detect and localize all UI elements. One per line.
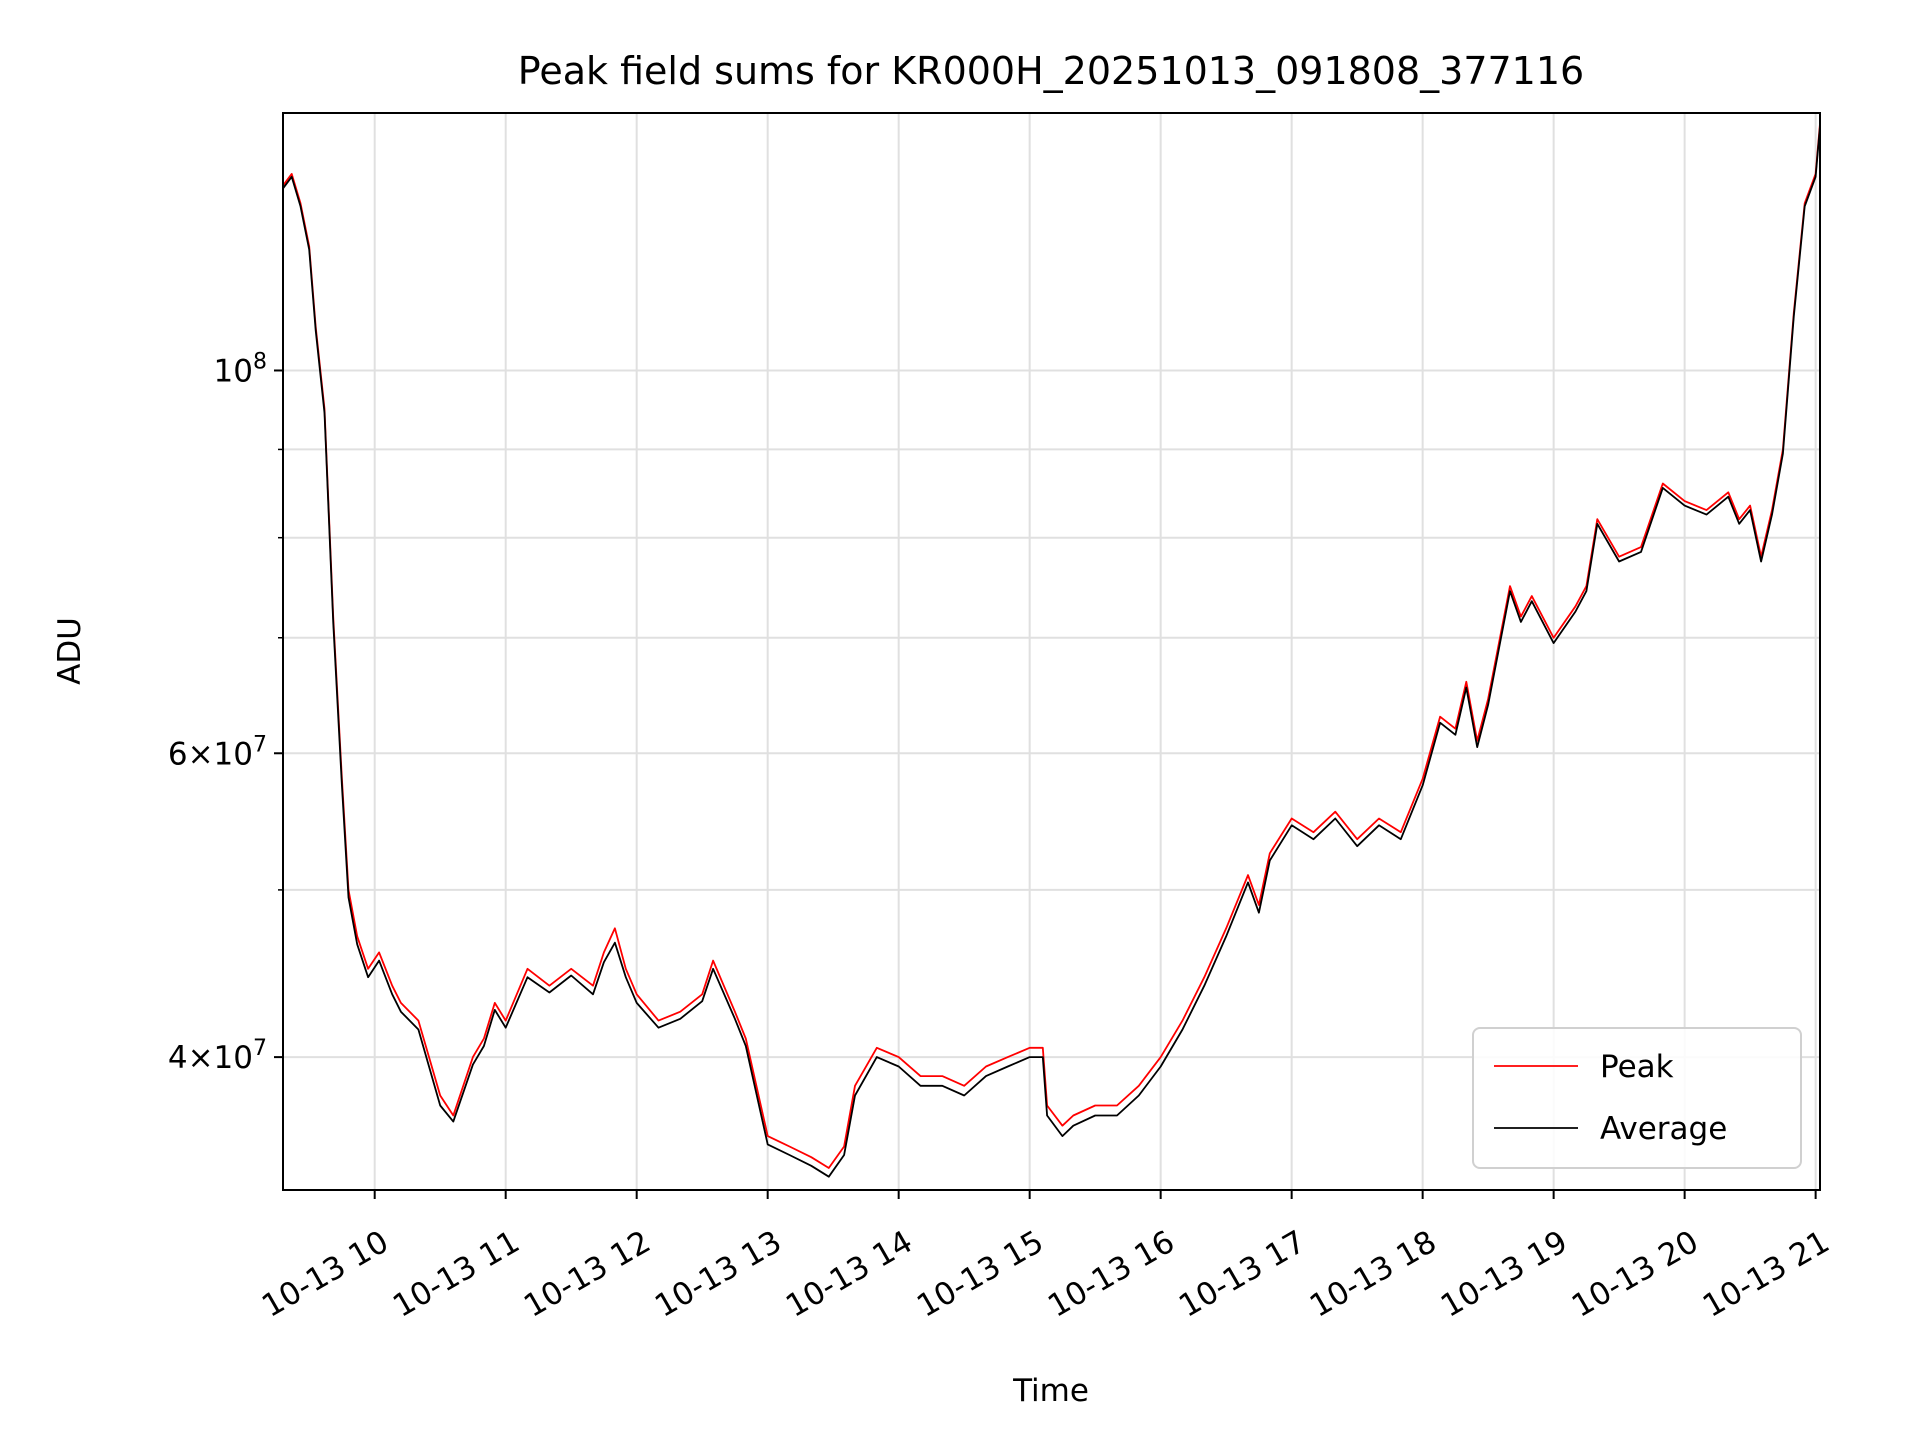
y-tick-label-exponent: 8 [253, 349, 267, 374]
y-tick-label-exponent: 7 [253, 1036, 267, 1061]
y-tick-label-exponent: 7 [253, 732, 267, 757]
series-line-average [283, 126, 1820, 1178]
y-axis-label: ADU [52, 617, 88, 685]
y-tick-label-base: 6×10 [168, 736, 253, 772]
legend: Peak Average [1472, 1027, 1802, 1169]
y-tick-label: 4×107 [168, 1036, 267, 1076]
y-tick-label-base: 10 [214, 353, 253, 389]
y-tick-label-base: 4×10 [168, 1040, 253, 1076]
legend-label-average: Average [1600, 1111, 1727, 1147]
x-axis-label: Time [1012, 1373, 1089, 1409]
plot-frame [282, 112, 1821, 1191]
legend-box [1472, 1027, 1802, 1169]
y-tick-label: 108 [214, 349, 267, 389]
series-layer [283, 123, 1820, 1178]
y-tick-label: 6×107 [168, 732, 267, 772]
chart-title: Peak field sums for KR000H_20251013_0918… [518, 49, 1584, 93]
legend-label-peak: Peak [1600, 1049, 1674, 1085]
